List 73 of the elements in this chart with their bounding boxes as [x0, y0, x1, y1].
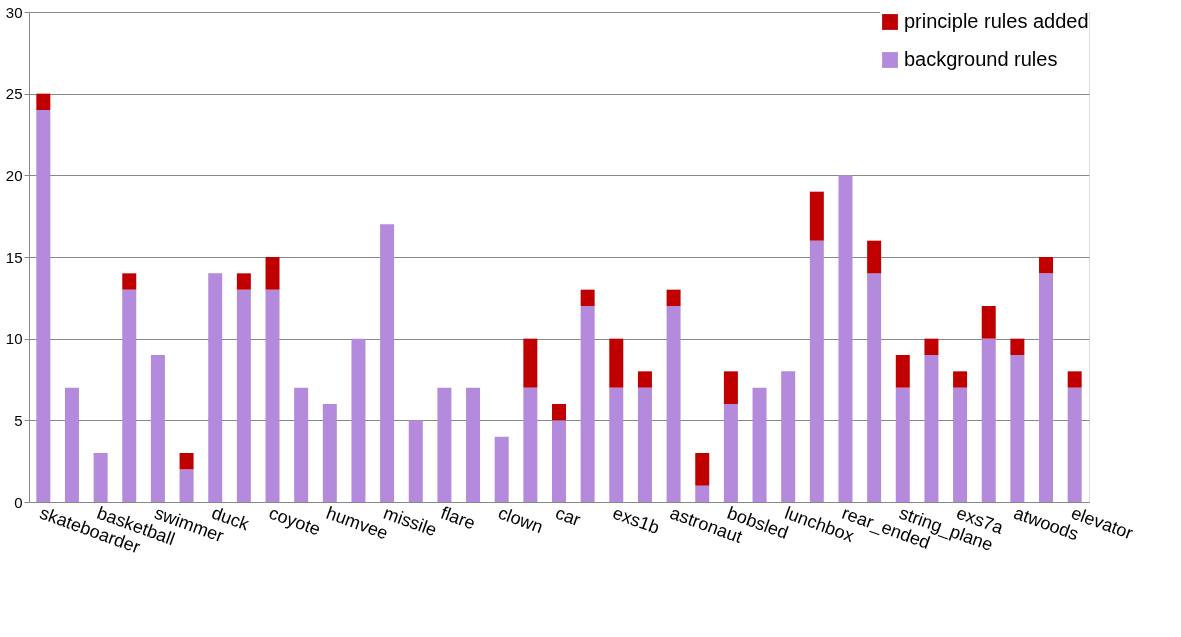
bar: [781, 371, 796, 502]
bar: [494, 436, 509, 502]
y-tick-label: 20: [5, 166, 23, 184]
bar: [609, 387, 624, 502]
bar: [36, 110, 51, 502]
bar: [294, 387, 309, 502]
bar: [838, 175, 853, 502]
x-tick-label: car: [552, 502, 584, 530]
bar: [1067, 371, 1082, 388]
bar: [666, 306, 681, 502]
bar: [924, 355, 939, 502]
bar: [523, 387, 538, 502]
bar: [1039, 273, 1054, 502]
y-tick-label: 10: [5, 330, 23, 348]
bar: [981, 338, 996, 502]
bar: [809, 191, 824, 241]
bar: [867, 273, 882, 502]
bar: [895, 387, 910, 502]
bar: [552, 404, 566, 421]
x-tick-label: exs1b: [610, 502, 663, 538]
bar: [981, 306, 996, 339]
bar: [179, 453, 194, 470]
bar: [408, 420, 423, 502]
bar: [122, 289, 137, 502]
bar: [637, 371, 652, 388]
bar: [867, 240, 882, 274]
y-tick-label: 0: [14, 493, 23, 511]
x-tick-label: clown: [495, 502, 546, 538]
bar: [1067, 387, 1082, 502]
y-tick-label: 30: [5, 3, 23, 21]
bar: [351, 338, 366, 502]
legend-label: background rules: [904, 48, 1058, 70]
bar: [723, 404, 738, 502]
legend-label: principle rules added: [904, 10, 1089, 32]
bar: [265, 289, 280, 502]
bar: [1010, 355, 1025, 502]
bar: [36, 93, 51, 110]
bar: [637, 387, 652, 502]
bar: [723, 371, 738, 404]
bar: [953, 387, 968, 502]
y-tick-label: 5: [14, 411, 23, 429]
x-tick-label: flare: [438, 502, 478, 534]
bar: [150, 355, 165, 502]
bar: [895, 355, 910, 388]
y-tick-label: 25: [5, 85, 23, 103]
bar: [322, 404, 337, 502]
bar: [609, 338, 624, 388]
bar: [809, 240, 824, 502]
bar: [580, 306, 595, 502]
bar: [752, 387, 767, 502]
y-tick-label: 15: [5, 248, 23, 266]
bar: [236, 273, 251, 290]
bar: [1039, 257, 1054, 274]
bar: [380, 224, 395, 502]
bar: [695, 485, 710, 502]
x-tick-label: coyote: [266, 502, 324, 540]
bar: [552, 420, 566, 502]
bar: [265, 257, 280, 290]
bar: [466, 387, 481, 502]
bar: [953, 371, 968, 388]
bar: [580, 289, 595, 306]
bar: [64, 387, 79, 502]
bar: [523, 338, 538, 388]
bar: [695, 453, 710, 486]
bar: [122, 273, 137, 290]
bar: [93, 453, 108, 502]
bar: [208, 273, 223, 502]
bar: [179, 469, 194, 502]
bar: [1010, 338, 1025, 355]
bar: [236, 289, 251, 502]
bar: [924, 338, 939, 355]
bar: [437, 387, 452, 502]
bar: [666, 289, 681, 306]
